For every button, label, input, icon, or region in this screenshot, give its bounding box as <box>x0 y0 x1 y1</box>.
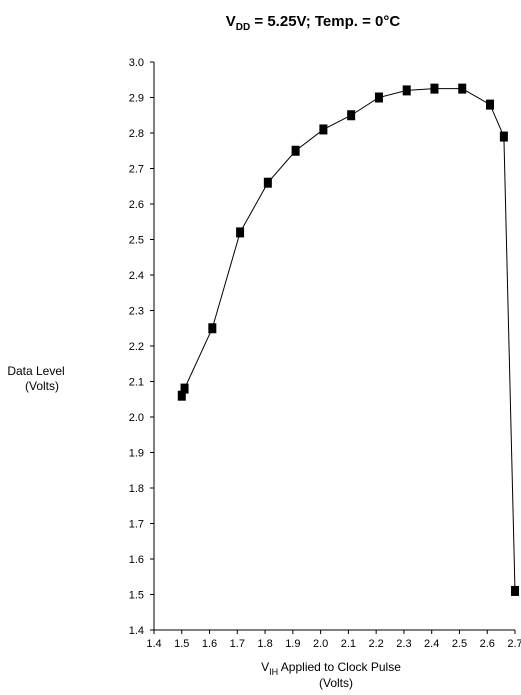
data-point-marker <box>291 145 300 156</box>
data-point-marker <box>177 390 186 401</box>
x-tick-label: 1.7 <box>230 638 245 650</box>
x-tick-label: 2.4 <box>424 638 439 650</box>
x-tick-label: 2.7 <box>507 638 521 650</box>
data-point-marker <box>486 99 495 110</box>
y-tick-label: 2.5 <box>129 235 144 247</box>
x-axis-label-line2: (Volts) <box>319 676 353 690</box>
y-tick-label: 2.9 <box>129 93 144 105</box>
data-point-marker <box>319 124 328 135</box>
data-point-marker <box>511 585 519 596</box>
y-tick-label: 2.0 <box>129 412 144 424</box>
y-tick-label: 2.6 <box>129 199 144 211</box>
x-tick-label: 2.2 <box>369 638 384 650</box>
x-tick-label: 1.5 <box>174 638 189 650</box>
y-axis-label-line1: Data Level <box>7 364 64 378</box>
y-tick-label: 1.4 <box>129 625 144 637</box>
data-point-marker <box>180 383 189 394</box>
y-tick-label: 2.8 <box>129 128 144 140</box>
chart-title: VDD = 5.25V; Temp. = 0°C <box>226 13 401 33</box>
x-tick-label: 2.6 <box>480 638 495 650</box>
x-tick-label: 2.0 <box>313 638 328 650</box>
data-point-marker <box>430 83 439 94</box>
data-point-marker <box>374 92 383 103</box>
data-point-marker <box>236 227 245 238</box>
y-tick-label: 2.2 <box>129 341 144 353</box>
y-tick-label: 2.4 <box>129 270 144 282</box>
data-point-marker <box>347 110 356 121</box>
y-tick-label: 3.0 <box>129 57 144 69</box>
x-tick-label: 2.1 <box>341 638 356 650</box>
y-tick-label: 1.6 <box>129 554 144 566</box>
y-tick-label: 1.7 <box>129 519 144 531</box>
x-axis-label-line1: VIH Applied to Clock Pulse <box>261 660 401 677</box>
y-tick-label: 1.5 <box>129 590 144 602</box>
data-point-marker <box>263 177 272 188</box>
data-point-marker <box>499 131 508 142</box>
y-axis-label-line2: (Volts) <box>25 379 59 393</box>
data-point-marker <box>208 323 217 334</box>
y-tick-label: 2.3 <box>129 306 144 318</box>
y-tick-label: 1.9 <box>129 448 144 460</box>
data-point-marker <box>458 83 467 94</box>
data-point-marker <box>402 85 411 96</box>
y-tick-label: 2.7 <box>129 164 144 176</box>
ticks: 1.4 1.5 1.6 1.7 1.8 1.9 2.0 2.1 2.2 2.3 2.4 2.5 2.6 2… <box>129 57 521 650</box>
x-tick-label: 1.9 <box>285 638 300 650</box>
x-tick-label: 1.4 <box>146 638 161 650</box>
x-tick-label: 1.6 <box>202 638 217 650</box>
x-tick-label: 2.3 <box>396 638 411 650</box>
x-tick-label: 1.8 <box>257 638 272 650</box>
series-layer <box>177 83 519 596</box>
y-tick-label: 1.8 <box>129 483 144 495</box>
y-tick-label: 2.1 <box>129 377 144 389</box>
x-tick-label: 2.5 <box>452 638 467 650</box>
